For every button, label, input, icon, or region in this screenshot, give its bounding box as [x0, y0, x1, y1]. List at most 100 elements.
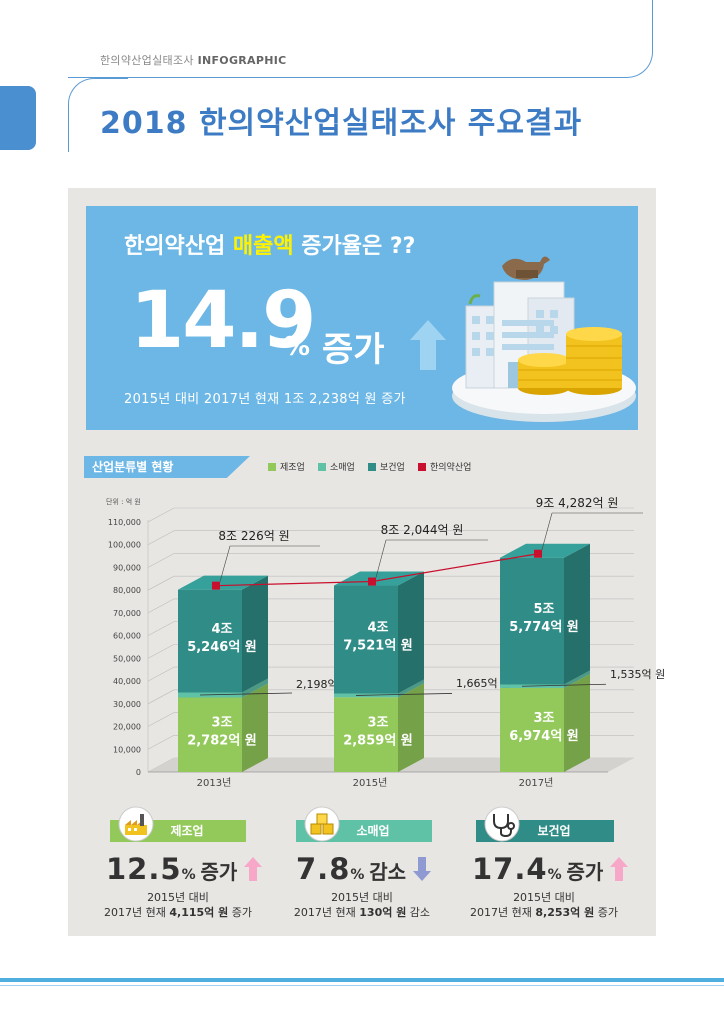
bar-2013년-제조업	[178, 697, 242, 772]
total-leader	[541, 512, 553, 550]
y-tick-label: 10,000	[113, 745, 141, 754]
y-tick-label: 40,000	[113, 677, 141, 686]
legend-swatch-manufacturing	[268, 463, 276, 471]
retail-leader-line	[199, 692, 293, 696]
hero-change: 증가	[322, 330, 385, 370]
stat-change: 증가	[566, 860, 604, 884]
header-label: 한의약산업실태조사 INFOGRAPHIC	[100, 52, 287, 68]
y-tick-label: 80,000	[113, 586, 141, 595]
section-title: 산업분류별 현황	[84, 456, 250, 478]
up-arrow-icon	[410, 320, 446, 370]
data-label-health: 5,774억 원	[509, 620, 579, 635]
hero-unit: %	[284, 332, 311, 362]
stat-value-retail: 7.8% 감소	[296, 852, 432, 886]
y-tick-label: 110,000	[108, 518, 141, 527]
gridline-diag	[147, 666, 175, 682]
up-arrow-icon	[243, 857, 263, 883]
stat-detail-manufacturing: 2015년 대비 2017년 현재 4,115억 원 증가	[88, 890, 268, 920]
data-label-manufacturing: 3조	[211, 716, 232, 731]
bar-2017년-보건업	[500, 557, 564, 685]
legend-swatch-retail	[318, 463, 326, 471]
y-tick-label: 0	[136, 768, 141, 777]
title-frame	[68, 78, 128, 152]
data-label-manufacturing: 2,859억 원	[343, 734, 413, 749]
total-leader	[219, 545, 231, 582]
bar-side	[242, 683, 268, 772]
stat-detail: 2017년 현재 130억 원 감소	[293, 906, 431, 919]
gridline-diag	[147, 553, 175, 568]
data-label-manufacturing: 6,974억 원	[509, 729, 579, 744]
bar-side	[242, 678, 268, 698]
up-arrow-icon	[609, 857, 629, 883]
y-tick-label: 100,000	[108, 541, 141, 550]
stat-detail: 2017년 현재 4,115억 원 증가	[104, 906, 252, 919]
bar-2015년-보건업	[334, 585, 398, 694]
hospital-coins-illustration	[452, 256, 636, 422]
header-frame	[68, 0, 653, 78]
y-tick-label: 30,000	[113, 700, 141, 709]
gridline-diag	[147, 575, 175, 591]
retail-leader-line	[521, 683, 607, 687]
gridline-diag	[147, 530, 175, 545]
stat-number: 12.5	[106, 852, 182, 886]
stat-value-manufacturing: 12.5% 증가	[106, 852, 263, 886]
bar-side	[398, 571, 424, 694]
stat-value-health: 17.4% 증가	[472, 852, 629, 886]
data-label-manufacturing: 3조	[533, 711, 554, 726]
bar-side	[564, 543, 590, 685]
header-label-en: INFOGRAPHIC	[197, 54, 287, 67]
header-label-ko: 한의약산업실태조사	[100, 54, 194, 67]
gridline-diag	[147, 621, 175, 636]
data-label-manufacturing: 3조	[367, 716, 388, 731]
stat-change: 증가	[200, 860, 238, 884]
data-label-health: 5,246억 원	[187, 640, 257, 655]
bar-side	[398, 683, 424, 772]
data-label-retail: 1,665억 원	[456, 677, 511, 690]
stat-detail-retail: 2015년 대비 2017년 현재 130억 원 감소	[272, 890, 452, 920]
data-label-health: 7,521억 원	[343, 639, 413, 654]
legend-item-retail: 소매업	[318, 460, 355, 473]
y-tick-label: 90,000	[113, 563, 141, 572]
data-label-total: 9조 4,282억 원	[536, 496, 619, 510]
x-tick-label: 2013년	[197, 777, 232, 789]
legend-swatch-health	[368, 463, 376, 471]
data-label-health: 5조	[533, 602, 554, 617]
x-tick-label: 2017년	[519, 777, 554, 789]
legend-item-manufacturing: 제조업	[268, 460, 305, 473]
gridline-diag	[147, 712, 175, 727]
stat-base: 2015년 대비	[331, 891, 393, 904]
retail-leader-line	[355, 693, 453, 696]
total-point-2017년	[534, 549, 542, 558]
data-label-health: 4조	[367, 621, 388, 636]
hero-value: 14.9	[130, 276, 316, 366]
stat-unit: %	[350, 867, 370, 883]
bar-side	[564, 670, 590, 688]
stat-change: 감소	[369, 860, 407, 884]
data-label-retail: 1,535억 원	[610, 668, 665, 681]
data-label-total: 8조 226억 원	[218, 529, 289, 543]
y-tick-label: 50,000	[113, 654, 141, 663]
stat-ribbon-label: 소매업	[356, 824, 390, 838]
legend-item-total: 한의약산업	[418, 460, 471, 473]
side-tab	[0, 86, 36, 150]
footer-line-thin	[0, 985, 724, 986]
stat-detail-health: 2015년 대비 2017년 현재 8,253억 원 증가	[454, 890, 634, 920]
y-tick-label: 20,000	[113, 723, 141, 732]
bar-2017년-제조업	[500, 687, 564, 772]
stat-unit: %	[547, 867, 567, 883]
stat-base: 2015년 대비	[513, 891, 575, 904]
bar-2015년-제조업	[334, 697, 398, 772]
gridline-diag	[147, 735, 175, 750]
hero-subtitle: 2015년 대비 2017년 현재 1조 2,238억 원 증가	[124, 392, 406, 407]
bar-top	[500, 543, 590, 558]
total-point-2015년	[368, 577, 376, 586]
factory-icon	[116, 806, 156, 846]
legend-item-health: 보건업	[368, 460, 405, 473]
stat-ribbon-label: 제조업	[170, 824, 204, 838]
stat-number: 17.4	[472, 852, 548, 886]
hero-question-pre: 한의약산업	[124, 234, 233, 259]
bar-2013년-보건업	[178, 589, 242, 693]
gridline-diag	[147, 644, 175, 659]
y-tick-label: 60,000	[113, 632, 141, 641]
stethoscope-icon	[482, 806, 522, 846]
